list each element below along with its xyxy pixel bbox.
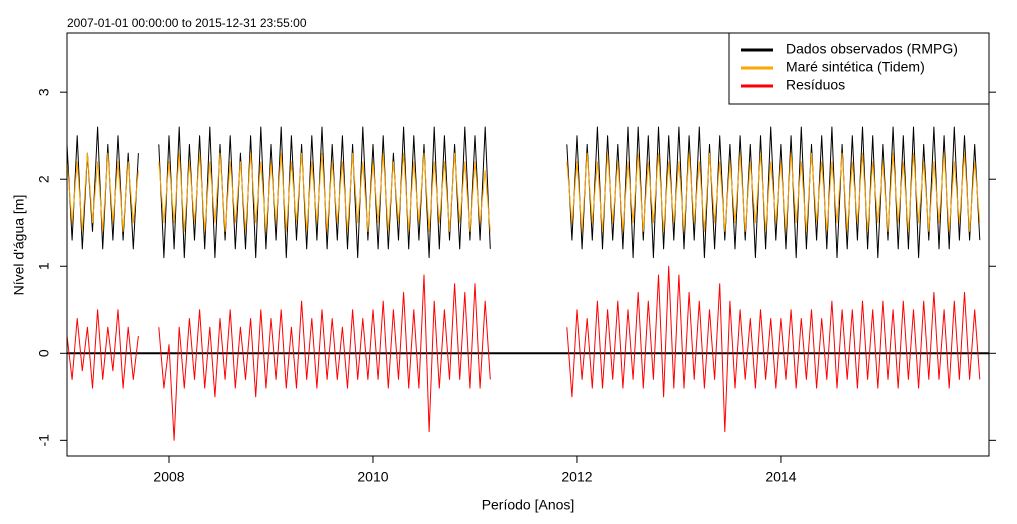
x-tick-label: 2014 [765,469,796,485]
series-line [67,126,981,259]
x-axis-label: Período [Anos] [482,497,575,513]
plot-area [67,126,989,441]
y-tick-label: 0 [36,349,52,357]
plot-frame [66,32,990,457]
y-tick-label: 1 [36,262,52,270]
chart-title: 2007-01-01 00:00:00 to 2015-12-31 23:55:… [67,16,307,30]
x-tick-label: 2010 [357,469,388,485]
legend-label: Resíduos [786,77,845,93]
y-axis-label: Nível d'água [m] [11,195,27,296]
series-line [67,265,981,441]
y-tick-label: 3 [36,88,52,96]
y-tick-label: 2 [36,175,52,183]
legend-label: Maré sintética (Tidem) [786,59,925,75]
legend-label: Dados observados (RMPG) [786,41,958,57]
y-tick-label: -1 [36,434,52,447]
x-tick-label: 2008 [153,469,184,485]
x-tick-label: 2012 [561,469,592,485]
series-line [67,152,981,232]
